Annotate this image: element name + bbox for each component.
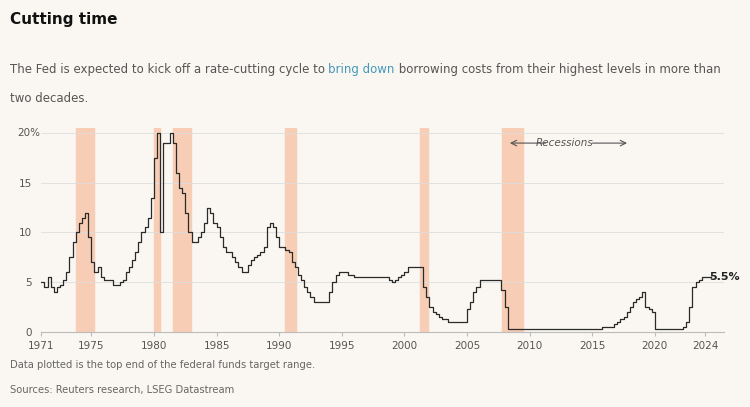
Text: Cutting time: Cutting time	[10, 12, 117, 27]
Bar	[76, 128, 94, 332]
Text: Sources: Reuters research, LSEG Datastream: Sources: Reuters research, LSEG Datastre…	[10, 385, 234, 395]
Text: borrowing costs from their highest levels in more than: borrowing costs from their highest level…	[394, 63, 721, 76]
Bar	[172, 128, 190, 332]
Bar	[154, 128, 160, 332]
Bar	[503, 128, 524, 332]
Text: 20%: 20%	[17, 128, 40, 138]
Text: bring down: bring down	[328, 63, 394, 76]
Bar	[286, 128, 296, 332]
Text: Data plotted is the top end of the federal funds target range.: Data plotted is the top end of the feder…	[10, 360, 315, 370]
Text: two decades.: two decades.	[10, 92, 88, 105]
Bar	[420, 128, 428, 332]
Text: The Fed is expected to kick off a rate-cutting cycle to: The Fed is expected to kick off a rate-c…	[10, 63, 328, 76]
Text: 5.5%: 5.5%	[709, 272, 740, 282]
Text: Recessions: Recessions	[536, 138, 593, 148]
